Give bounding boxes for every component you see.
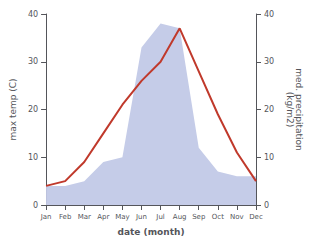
svg-text:20: 20 (264, 105, 274, 114)
svg-text:20: 20 (28, 105, 38, 114)
svg-text:Apr: Apr (97, 213, 109, 221)
svg-text:40: 40 (28, 10, 38, 19)
svg-text:Nov: Nov (230, 213, 244, 221)
svg-text:Jan: Jan (40, 213, 52, 221)
svg-text:Dec: Dec (249, 213, 263, 221)
svg-text:Feb: Feb (59, 213, 72, 221)
svg-text:Aug: Aug (173, 213, 187, 221)
svg-text:10: 10 (28, 153, 38, 162)
svg-text:May: May (115, 213, 129, 221)
svg-text:40: 40 (264, 10, 274, 19)
svg-text:0: 0 (264, 201, 269, 210)
svg-text:(kg/m2): (kg/m2) (285, 92, 295, 127)
svg-text:Sep: Sep (192, 213, 206, 221)
svg-text:10: 10 (264, 153, 274, 162)
svg-text:30: 30 (264, 57, 274, 66)
svg-text:30: 30 (28, 57, 38, 66)
svg-text:max temp (C): max temp (C) (8, 78, 18, 140)
svg-text:date (month): date (month) (118, 227, 185, 237)
svg-text:med. precipitation: med. precipitation (293, 68, 304, 151)
svg-text:Jun: Jun (135, 213, 147, 221)
svg-text:Mar: Mar (78, 213, 91, 221)
svg-text:0: 0 (33, 201, 38, 210)
svg-text:Jul: Jul (155, 213, 165, 221)
svg-text:Oct: Oct (212, 213, 224, 221)
